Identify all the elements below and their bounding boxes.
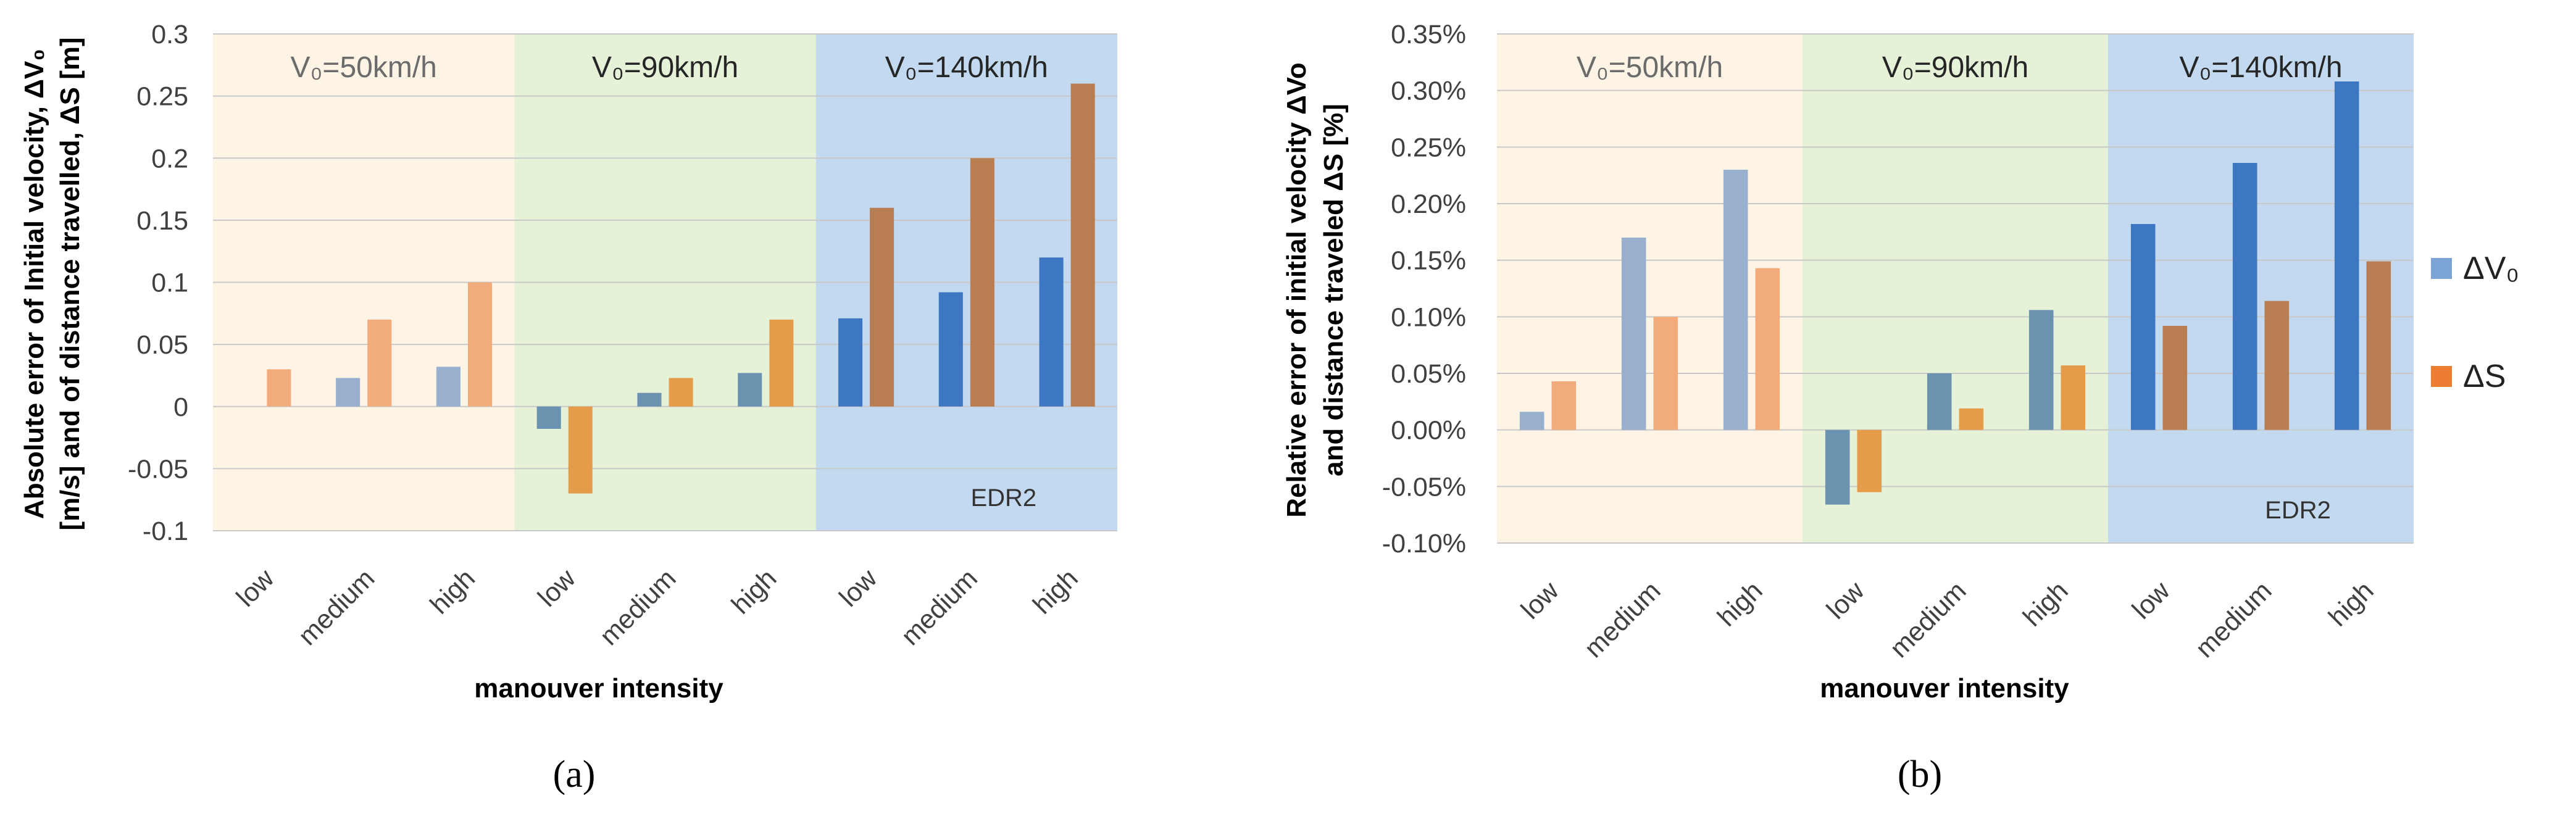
bar-dv0 (1927, 373, 1952, 430)
bar-ds (769, 319, 794, 407)
legend-label: ΔV₀ (2463, 251, 2519, 286)
bar-ds (2366, 261, 2391, 430)
edr-annotation: EDR2 (970, 484, 1036, 512)
y-tick-label: 0.25% (1391, 133, 1466, 162)
bar-ds (1070, 83, 1095, 407)
bar-ds (669, 378, 693, 407)
bar-dv0 (637, 392, 662, 407)
x-category-label: high (1027, 563, 1083, 620)
bar-dv0 (436, 367, 461, 407)
speed-band (1803, 34, 2108, 543)
chart-b: -0.10% -0.05% 0.00% 0.05% 0.10% 0.15% 0.20% 0.2… (1282, 20, 2414, 795)
bar-dv0 (2130, 224, 2156, 430)
bar-ds (1551, 381, 1577, 430)
bar-ds (267, 369, 291, 407)
legend-swatch (2431, 366, 2452, 387)
bar-ds (1959, 408, 1984, 430)
x-category-label: medium (896, 563, 983, 651)
x-category-label: high (425, 563, 481, 620)
y-tick-label: 0.20% (1391, 189, 1466, 219)
speed-group-label: V₀=50km/h (1577, 51, 1723, 84)
x-category-label: medium (1884, 576, 1972, 663)
bar-dv0 (1519, 412, 1544, 430)
x-category-label: high (2323, 576, 2379, 632)
y-tick-label: 0.00% (1391, 416, 1466, 446)
speed-band (1497, 34, 1803, 543)
x-axis-title: manouver intensity (1820, 673, 2069, 704)
y-tick-label: 0.15% (1391, 246, 1466, 276)
bar-dv0 (1621, 238, 1646, 430)
bar-dv0 (738, 373, 762, 407)
y-tick-label: 0.1 (151, 268, 188, 298)
y-tick-label: -0.05% (1382, 472, 1466, 502)
legend: ΔV₀ ΔS (2431, 251, 2519, 394)
y-tick-label: 0.25 (136, 82, 188, 112)
x-category-label: low (1515, 575, 1565, 625)
x-category-label: medium (1578, 576, 1666, 663)
chart-a: -0.1 -0.05 0 0.05 0.1 0.15 0.2 0.25 0.3 V₀=50km/h… (19, 20, 1117, 795)
x-category-label: low (1821, 575, 1870, 625)
speed-group-label: V₀=140km/h (2179, 51, 2342, 84)
bar-dv0 (536, 406, 561, 429)
x-category-label: low (231, 563, 280, 612)
speed-group-label: V₀=90km/h (1882, 51, 2028, 84)
bar-ds (1653, 317, 1678, 430)
bar-ds (870, 207, 894, 407)
y-tick-label: 0.10% (1391, 302, 1466, 332)
y-tick-label: 0 (173, 392, 188, 422)
y-tick-label: 0.2 (151, 144, 188, 173)
y-tick-label: 0.30% (1391, 77, 1466, 106)
y-axis-title: Relative error of initial velocity ΔVo (1282, 62, 1312, 517)
bar-dv0 (1039, 257, 1064, 407)
x-category-label: medium (2190, 576, 2277, 663)
x-category-label: low (834, 563, 883, 612)
bar-ds (467, 282, 493, 407)
bar-dv0 (1825, 430, 1850, 505)
bar-dv0 (2028, 310, 2054, 430)
x-category-label: medium (293, 563, 380, 651)
y-axis-title: and distance traveled ΔS [%] (1319, 104, 1349, 476)
bar-ds (2162, 326, 2188, 430)
y-axis-title: [m/s] and of distance travelled, ΔS [m] (55, 37, 85, 530)
bar-ds (367, 319, 392, 407)
y-tick-label: 0.3 (151, 20, 188, 49)
bar-dv0 (938, 292, 963, 407)
bar-ds (2061, 365, 2086, 430)
y-tick-label: -0.1 (143, 517, 188, 546)
bar-ds (568, 406, 593, 494)
speed-group-label: V₀=90km/h (592, 51, 738, 84)
bar-dv0 (2232, 163, 2257, 430)
bar-ds (1755, 268, 1780, 430)
speed-group-label: V₀=50km/h (290, 51, 436, 84)
bar-ds (2264, 301, 2290, 430)
edr-annotation: EDR2 (2265, 497, 2331, 524)
legend-swatch (2431, 258, 2452, 279)
y-tick-label: 0.05 (136, 330, 188, 360)
y-tick-label: 0.35% (1391, 20, 1466, 49)
bar-dv0 (1723, 170, 1748, 430)
y-tick-label: -0.05 (128, 454, 188, 484)
bar-ds (970, 158, 994, 407)
speed-group-label: V₀=140km/h (885, 51, 1048, 84)
speed-band (2108, 34, 2414, 543)
x-category-label: low (532, 563, 581, 612)
y-axis-title: Absolute error of Initial velocity, ΔV₀ (19, 49, 49, 519)
x-category-label: high (726, 563, 782, 620)
panel-label: (b) (1898, 754, 1942, 795)
y-tick-label: -0.10% (1382, 529, 1466, 558)
x-axis-title: manouver intensity (474, 673, 723, 704)
y-tick-label: 0.15 (136, 206, 188, 236)
x-category-label: high (2017, 576, 2074, 632)
x-category-label: low (2127, 575, 2176, 625)
bar-ds (1857, 430, 1882, 492)
legend-label: ΔS (2463, 359, 2506, 394)
panel-label: (a) (553, 754, 596, 795)
y-tick-label: 0.05% (1391, 359, 1466, 389)
bar-dv0 (838, 318, 863, 407)
bar-dv0 (2334, 81, 2359, 430)
x-category-label: high (1712, 576, 1768, 632)
bar-dv0 (336, 378, 361, 407)
x-category-label: medium (594, 563, 682, 651)
